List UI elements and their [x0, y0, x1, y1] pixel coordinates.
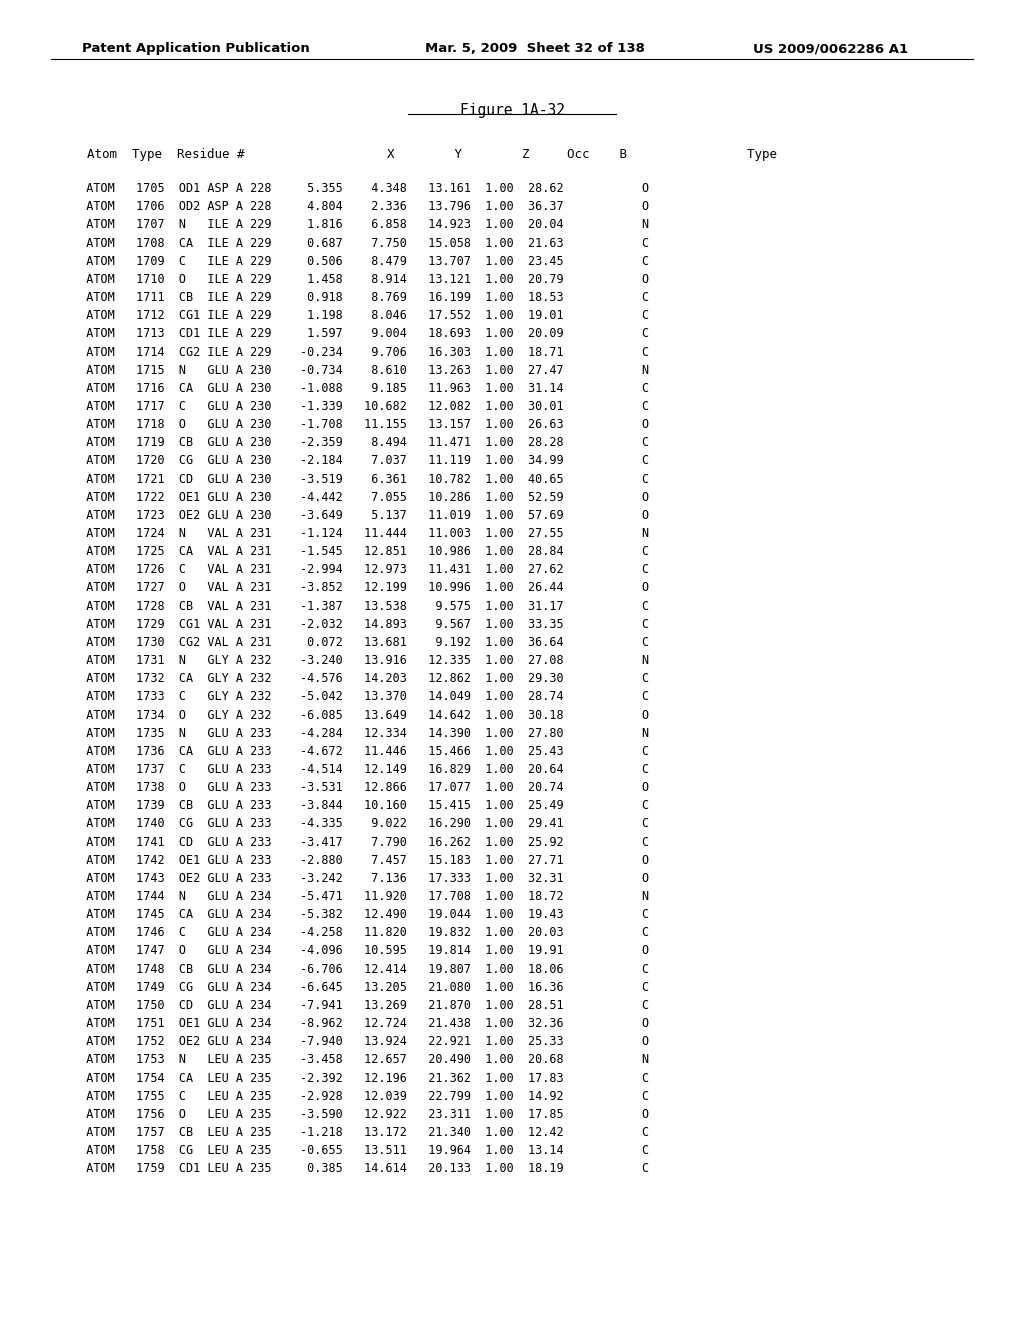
- Text: ATOM   1746  C   GLU A 234    -4.258   11.820   19.832  1.00  20.03           C: ATOM 1746 C GLU A 234 -4.258 11.820 19.8…: [72, 927, 649, 940]
- Text: ATOM   1712  CG1 ILE A 229     1.198    8.046   17.552  1.00  19.01           C: ATOM 1712 CG1 ILE A 229 1.198 8.046 17.5…: [72, 309, 649, 322]
- Text: ATOM   1711  CB  ILE A 229     0.918    8.769   16.199  1.00  18.53           C: ATOM 1711 CB ILE A 229 0.918 8.769 16.19…: [72, 290, 649, 304]
- Text: ATOM   1755  C   LEU A 235    -2.928   12.039   22.799  1.00  14.92           C: ATOM 1755 C LEU A 235 -2.928 12.039 22.7…: [72, 1090, 649, 1102]
- Text: ATOM   1726  C   VAL A 231    -2.994   12.973   11.431  1.00  27.62           C: ATOM 1726 C VAL A 231 -2.994 12.973 11.4…: [72, 564, 649, 577]
- Text: Atom  Type  Residue #                   X        Y        Z     Occ    B        : Atom Type Residue # X Y Z Occ B: [72, 148, 776, 161]
- Text: ATOM   1753  N   LEU A 235    -3.458   12.657   20.490  1.00  20.68           N: ATOM 1753 N LEU A 235 -3.458 12.657 20.4…: [72, 1053, 649, 1067]
- Text: ATOM   1734  O   GLY A 232    -6.085   13.649   14.642  1.00  30.18           O: ATOM 1734 O GLY A 232 -6.085 13.649 14.6…: [72, 709, 649, 722]
- Text: ATOM   1742  OE1 GLU A 233    -2.880    7.457   15.183  1.00  27.71           O: ATOM 1742 OE1 GLU A 233 -2.880 7.457 15.…: [72, 854, 649, 867]
- Text: ATOM   1757  CB  LEU A 235    -1.218   13.172   21.340  1.00  12.42           C: ATOM 1757 CB LEU A 235 -1.218 13.172 21.…: [72, 1126, 649, 1139]
- Text: ATOM   1710  O   ILE A 229     1.458    8.914   13.121  1.00  20.79           O: ATOM 1710 O ILE A 229 1.458 8.914 13.121…: [72, 273, 649, 286]
- Text: ATOM   1729  CG1 VAL A 231    -2.032   14.893    9.567  1.00  33.35           C: ATOM 1729 CG1 VAL A 231 -2.032 14.893 9.…: [72, 618, 649, 631]
- Text: Mar. 5, 2009  Sheet 32 of 138: Mar. 5, 2009 Sheet 32 of 138: [425, 42, 645, 55]
- Text: ATOM   1708  CA  ILE A 229     0.687    7.750   15.058  1.00  21.63           C: ATOM 1708 CA ILE A 229 0.687 7.750 15.05…: [72, 236, 649, 249]
- Text: ATOM   1749  CG  GLU A 234    -6.645   13.205   21.080  1.00  16.36           C: ATOM 1749 CG GLU A 234 -6.645 13.205 21.…: [72, 981, 649, 994]
- Text: ATOM   1716  CA  GLU A 230    -1.088    9.185   11.963  1.00  31.14           C: ATOM 1716 CA GLU A 230 -1.088 9.185 11.9…: [72, 381, 649, 395]
- Text: ATOM   1709  C   ILE A 229     0.506    8.479   13.707  1.00  23.45           C: ATOM 1709 C ILE A 229 0.506 8.479 13.707…: [72, 255, 649, 268]
- Text: ATOM   1750  CD  GLU A 234    -7.941   13.269   21.870  1.00  28.51           C: ATOM 1750 CD GLU A 234 -7.941 13.269 21.…: [72, 999, 649, 1012]
- Text: ATOM   1740  CG  GLU A 233    -4.335    9.022   16.290  1.00  29.41           C: ATOM 1740 CG GLU A 233 -4.335 9.022 16.2…: [72, 817, 649, 830]
- Text: ATOM   1715  N   GLU A 230    -0.734    8.610   13.263  1.00  27.47           N: ATOM 1715 N GLU A 230 -0.734 8.610 13.26…: [72, 364, 649, 376]
- Text: ATOM   1731  N   GLY A 232    -3.240   13.916   12.335  1.00  27.08           N: ATOM 1731 N GLY A 232 -3.240 13.916 12.3…: [72, 655, 649, 667]
- Text: ATOM   1747  O   GLU A 234    -4.096   10.595   19.814  1.00  19.91           O: ATOM 1747 O GLU A 234 -4.096 10.595 19.8…: [72, 945, 649, 957]
- Text: ATOM   1745  CA  GLU A 234    -5.382   12.490   19.044  1.00  19.43           C: ATOM 1745 CA GLU A 234 -5.382 12.490 19.…: [72, 908, 649, 921]
- Text: ATOM   1735  N   GLU A 233    -4.284   12.334   14.390  1.00  27.80           N: ATOM 1735 N GLU A 233 -4.284 12.334 14.3…: [72, 726, 649, 739]
- Text: ATOM   1759  CD1 LEU A 235     0.385   14.614   20.133  1.00  18.19           C: ATOM 1759 CD1 LEU A 235 0.385 14.614 20.…: [72, 1163, 649, 1175]
- Text: ATOM   1718  O   GLU A 230    -1.708   11.155   13.157  1.00  26.63           O: ATOM 1718 O GLU A 230 -1.708 11.155 13.1…: [72, 418, 649, 432]
- Text: ATOM   1706  OD2 ASP A 228     4.804    2.336   13.796  1.00  36.37           O: ATOM 1706 OD2 ASP A 228 4.804 2.336 13.7…: [72, 201, 649, 214]
- Text: ATOM   1717  C   GLU A 230    -1.339   10.682   12.082  1.00  30.01           C: ATOM 1717 C GLU A 230 -1.339 10.682 12.0…: [72, 400, 649, 413]
- Text: ATOM   1752  OE2 GLU A 234    -7.940   13.924   22.921  1.00  25.33           O: ATOM 1752 OE2 GLU A 234 -7.940 13.924 22…: [72, 1035, 649, 1048]
- Text: ATOM   1722  OE1 GLU A 230    -4.442    7.055   10.286  1.00  52.59           O: ATOM 1722 OE1 GLU A 230 -4.442 7.055 10.…: [72, 491, 649, 504]
- Text: ATOM   1725  CA  VAL A 231    -1.545   12.851   10.986  1.00  28.84           C: ATOM 1725 CA VAL A 231 -1.545 12.851 10.…: [72, 545, 649, 558]
- Text: ATOM   1743  OE2 GLU A 233    -3.242    7.136   17.333  1.00  32.31           O: ATOM 1743 OE2 GLU A 233 -3.242 7.136 17.…: [72, 871, 649, 884]
- Text: ATOM   1719  CB  GLU A 230    -2.359    8.494   11.471  1.00  28.28           C: ATOM 1719 CB GLU A 230 -2.359 8.494 11.4…: [72, 436, 649, 449]
- Text: ATOM   1723  OE2 GLU A 230    -3.649    5.137   11.019  1.00  57.69           O: ATOM 1723 OE2 GLU A 230 -3.649 5.137 11.…: [72, 508, 649, 521]
- Text: ATOM   1707  N   ILE A 229     1.816    6.858   14.923  1.00  20.04           N: ATOM 1707 N ILE A 229 1.816 6.858 14.923…: [72, 218, 649, 231]
- Text: ATOM   1737  C   GLU A 233    -4.514   12.149   16.829  1.00  20.64           C: ATOM 1737 C GLU A 233 -4.514 12.149 16.8…: [72, 763, 649, 776]
- Text: ATOM   1741  CD  GLU A 233    -3.417    7.790   16.262  1.00  25.92           C: ATOM 1741 CD GLU A 233 -3.417 7.790 16.2…: [72, 836, 649, 849]
- Text: ATOM   1748  CB  GLU A 234    -6.706   12.414   19.807  1.00  18.06           C: ATOM 1748 CB GLU A 234 -6.706 12.414 19.…: [72, 962, 649, 975]
- Text: ATOM   1727  O   VAL A 231    -3.852   12.199   10.996  1.00  26.44           O: ATOM 1727 O VAL A 231 -3.852 12.199 10.9…: [72, 581, 649, 594]
- Text: ATOM   1720  CG  GLU A 230    -2.184    7.037   11.119  1.00  34.99           C: ATOM 1720 CG GLU A 230 -2.184 7.037 11.1…: [72, 454, 649, 467]
- Text: ATOM   1728  CB  VAL A 231    -1.387   13.538    9.575  1.00  31.17           C: ATOM 1728 CB VAL A 231 -1.387 13.538 9.5…: [72, 599, 649, 612]
- Text: ATOM   1736  CA  GLU A 233    -4.672   11.446   15.466  1.00  25.43           C: ATOM 1736 CA GLU A 233 -4.672 11.446 15.…: [72, 744, 649, 758]
- Text: ATOM   1714  CG2 ILE A 229    -0.234    9.706   16.303  1.00  18.71           C: ATOM 1714 CG2 ILE A 229 -0.234 9.706 16.…: [72, 346, 649, 359]
- Text: Patent Application Publication: Patent Application Publication: [82, 42, 309, 55]
- Text: ATOM   1724  N   VAL A 231    -1.124   11.444   11.003  1.00  27.55           N: ATOM 1724 N VAL A 231 -1.124 11.444 11.0…: [72, 527, 649, 540]
- Text: ATOM   1738  O   GLU A 233    -3.531   12.866   17.077  1.00  20.74           O: ATOM 1738 O GLU A 233 -3.531 12.866 17.0…: [72, 781, 649, 795]
- Text: ATOM   1756  O   LEU A 235    -3.590   12.922   23.311  1.00  17.85           O: ATOM 1756 O LEU A 235 -3.590 12.922 23.3…: [72, 1107, 649, 1121]
- Text: ATOM   1732  CA  GLY A 232    -4.576   14.203   12.862  1.00  29.30           C: ATOM 1732 CA GLY A 232 -4.576 14.203 12.…: [72, 672, 649, 685]
- Text: ATOM   1733  C   GLY A 232    -5.042   13.370   14.049  1.00  28.74           C: ATOM 1733 C GLY A 232 -5.042 13.370 14.0…: [72, 690, 649, 704]
- Text: ATOM   1713  CD1 ILE A 229     1.597    9.004   18.693  1.00  20.09           C: ATOM 1713 CD1 ILE A 229 1.597 9.004 18.6…: [72, 327, 649, 341]
- Text: ATOM   1751  OE1 GLU A 234    -8.962   12.724   21.438  1.00  32.36           O: ATOM 1751 OE1 GLU A 234 -8.962 12.724 21…: [72, 1016, 649, 1030]
- Text: ATOM   1705  OD1 ASP A 228     5.355    4.348   13.161  1.00  28.62           O: ATOM 1705 OD1 ASP A 228 5.355 4.348 13.1…: [72, 182, 649, 195]
- Text: ATOM   1721  CD  GLU A 230    -3.519    6.361   10.782  1.00  40.65           C: ATOM 1721 CD GLU A 230 -3.519 6.361 10.7…: [72, 473, 649, 486]
- Text: US 2009/0062286 A1: US 2009/0062286 A1: [753, 42, 907, 55]
- Text: ATOM   1730  CG2 VAL A 231     0.072   13.681    9.192  1.00  36.64           C: ATOM 1730 CG2 VAL A 231 0.072 13.681 9.1…: [72, 636, 649, 649]
- Text: ATOM   1754  CA  LEU A 235    -2.392   12.196   21.362  1.00  17.83           C: ATOM 1754 CA LEU A 235 -2.392 12.196 21.…: [72, 1072, 649, 1085]
- Text: ATOM   1739  CB  GLU A 233    -3.844   10.160   15.415  1.00  25.49           C: ATOM 1739 CB GLU A 233 -3.844 10.160 15.…: [72, 800, 649, 812]
- Text: Figure 1A-32: Figure 1A-32: [460, 103, 564, 117]
- Text: ATOM   1744  N   GLU A 234    -5.471   11.920   17.708  1.00  18.72           N: ATOM 1744 N GLU A 234 -5.471 11.920 17.7…: [72, 890, 649, 903]
- Text: ATOM   1758  CG  LEU A 235    -0.655   13.511   19.964  1.00  13.14           C: ATOM 1758 CG LEU A 235 -0.655 13.511 19.…: [72, 1144, 649, 1158]
